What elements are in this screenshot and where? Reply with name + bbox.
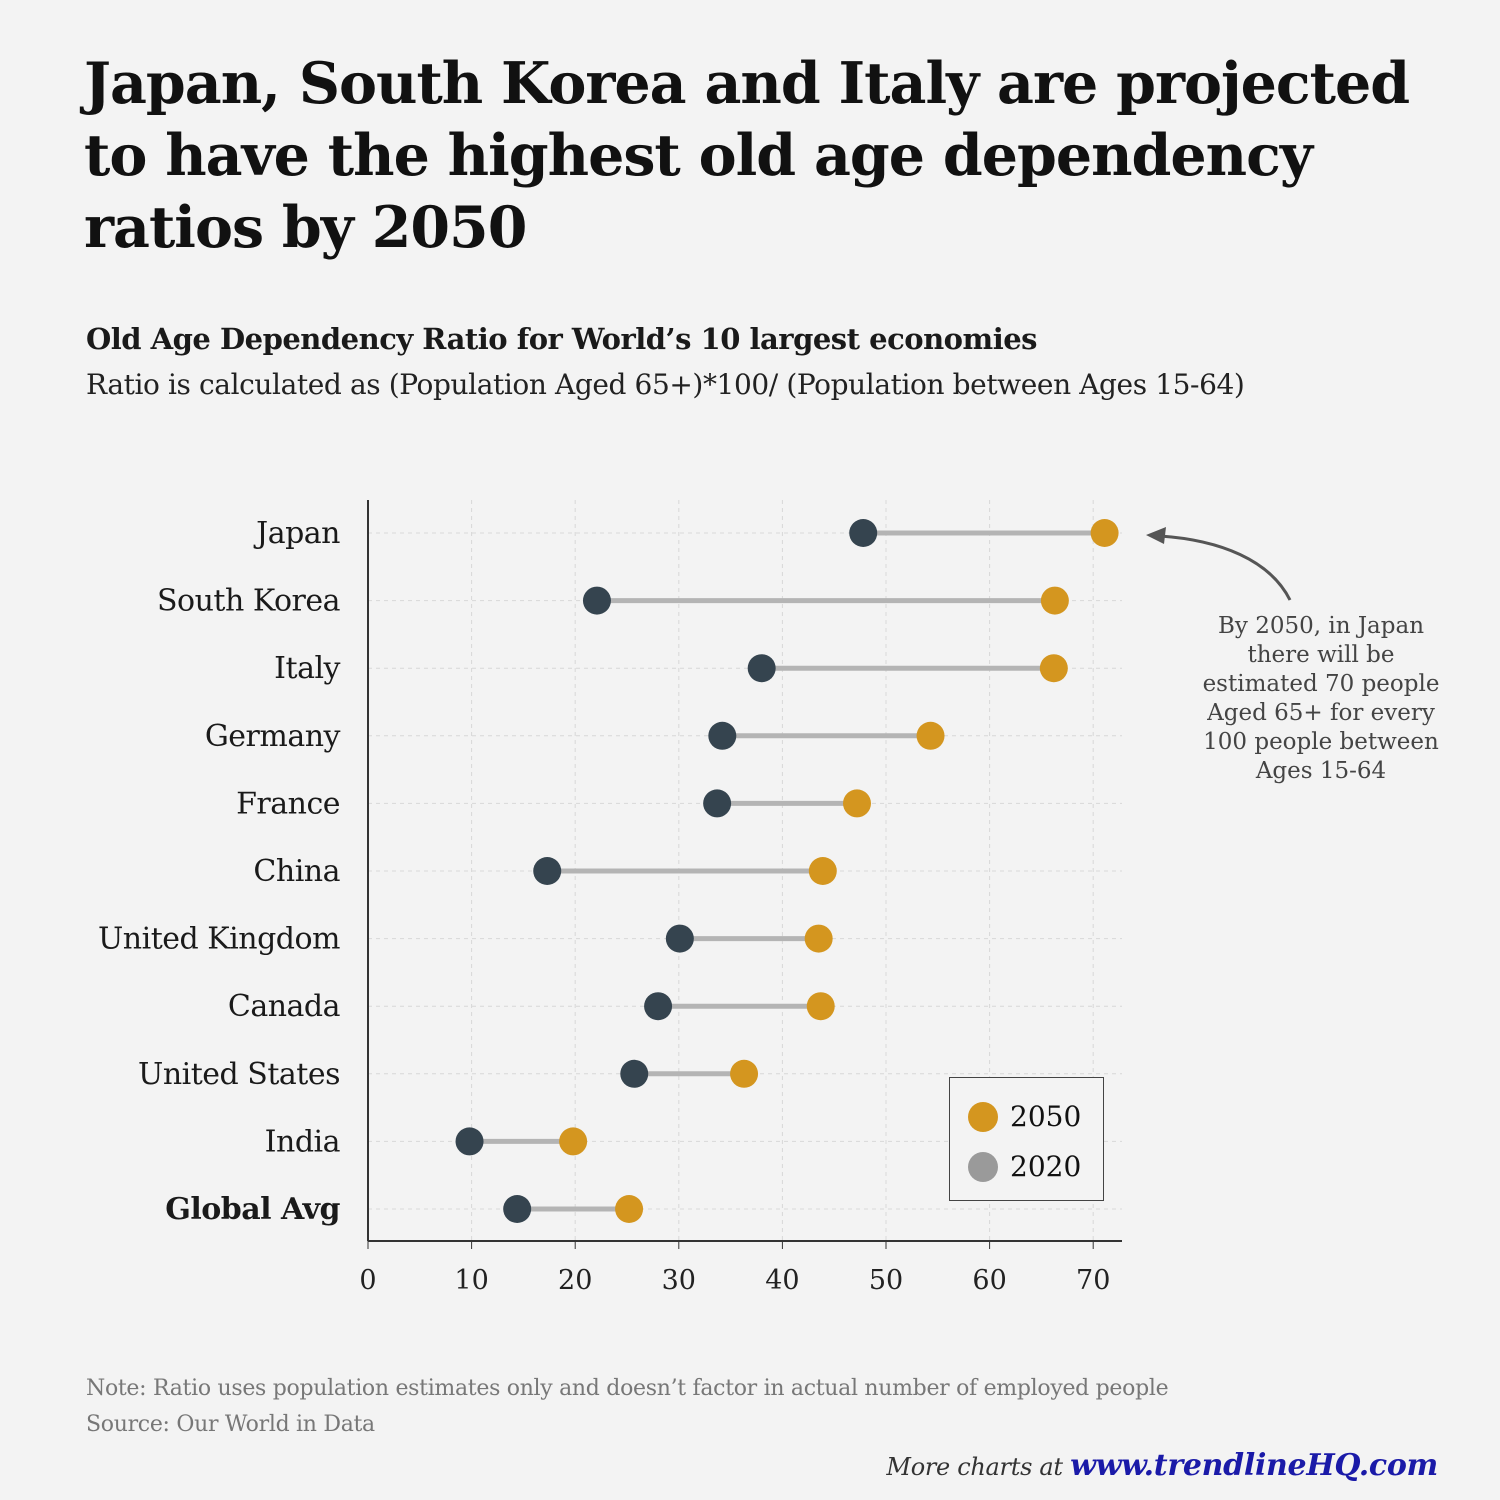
- chart-formula: Ratio is calculated as (Population Aged …: [86, 368, 1245, 401]
- category-label: China: [253, 854, 340, 889]
- dot-2020: [620, 1059, 649, 1088]
- category-label: Italy: [274, 651, 340, 686]
- legend-item-2020: 2020: [968, 1150, 1081, 1183]
- dot-2020: [582, 586, 611, 615]
- category-label: India: [265, 1124, 341, 1159]
- x-tick-label: 10: [454, 1265, 488, 1296]
- x-tick-label: 30: [662, 1265, 696, 1296]
- category-label: United States: [138, 1057, 340, 1092]
- dot-2050: [1040, 586, 1069, 615]
- dot-2050: [1039, 654, 1068, 683]
- dot-2050: [1090, 519, 1119, 547]
- category-label: Canada: [228, 989, 341, 1024]
- dot-2020: [703, 789, 732, 818]
- dot-2050: [806, 992, 835, 1021]
- legend-label-2020: 2020: [1010, 1150, 1082, 1183]
- dot-2050: [559, 1127, 588, 1156]
- legend-item-2050: 2050: [968, 1100, 1081, 1133]
- category-label: South Korea: [157, 584, 341, 619]
- x-tick-label: 20: [558, 1265, 592, 1296]
- source-note: Source: Our World in Data: [86, 1412, 375, 1437]
- chart-title: Japan, South Korea and Italy are project…: [84, 50, 1410, 261]
- category-label: United Kingdom: [98, 922, 340, 957]
- dot-2050: [730, 1059, 759, 1088]
- footer-link[interactable]: www.trendlineHQ.com: [1070, 1448, 1438, 1483]
- category-label: Germany: [205, 719, 341, 754]
- japan-annotation: By 2050, in Japan there will be estimate…: [1202, 613, 1440, 784]
- category-label: Global Avg: [165, 1192, 340, 1227]
- dot-2050: [842, 789, 871, 818]
- x-tick-label: 60: [972, 1265, 1006, 1296]
- legend-label-2050: 2050: [1010, 1100, 1082, 1133]
- dot-2020: [665, 924, 694, 953]
- dot-2050: [916, 721, 945, 750]
- footer-prefix: More charts at: [886, 1453, 1071, 1481]
- category-label: Japan: [253, 516, 340, 551]
- dot-2020: [503, 1195, 532, 1223]
- legend-swatch-2050: [968, 1101, 998, 1132]
- dot-2020: [455, 1127, 484, 1156]
- dot-2050: [808, 857, 837, 885]
- dot-2020: [644, 992, 673, 1021]
- x-tick-label: 40: [765, 1265, 799, 1296]
- category-label: France: [236, 786, 340, 821]
- footnote: Note: Ratio uses population estimates on…: [86, 1376, 1169, 1401]
- dot-2050: [615, 1195, 644, 1223]
- dot-2020: [747, 654, 776, 683]
- chart-subtitle: Old Age Dependency Ratio for World’s 10 …: [86, 322, 1038, 356]
- x-tick-label: 70: [1076, 1265, 1110, 1296]
- legend-swatch-2020: [968, 1151, 998, 1182]
- dot-2020: [533, 857, 562, 885]
- dot-2050: [804, 924, 833, 953]
- dot-2020: [708, 721, 737, 750]
- annotation-arrow: [1159, 534, 1292, 601]
- dot-2020: [849, 519, 878, 547]
- legend: 2050 2020: [949, 1077, 1104, 1201]
- footer-credit: More charts at www.trendlineHQ.com: [886, 1448, 1438, 1483]
- x-tick-label: 50: [869, 1265, 903, 1296]
- arrowhead-icon: [1146, 527, 1166, 544]
- x-tick-label: 0: [359, 1265, 376, 1296]
